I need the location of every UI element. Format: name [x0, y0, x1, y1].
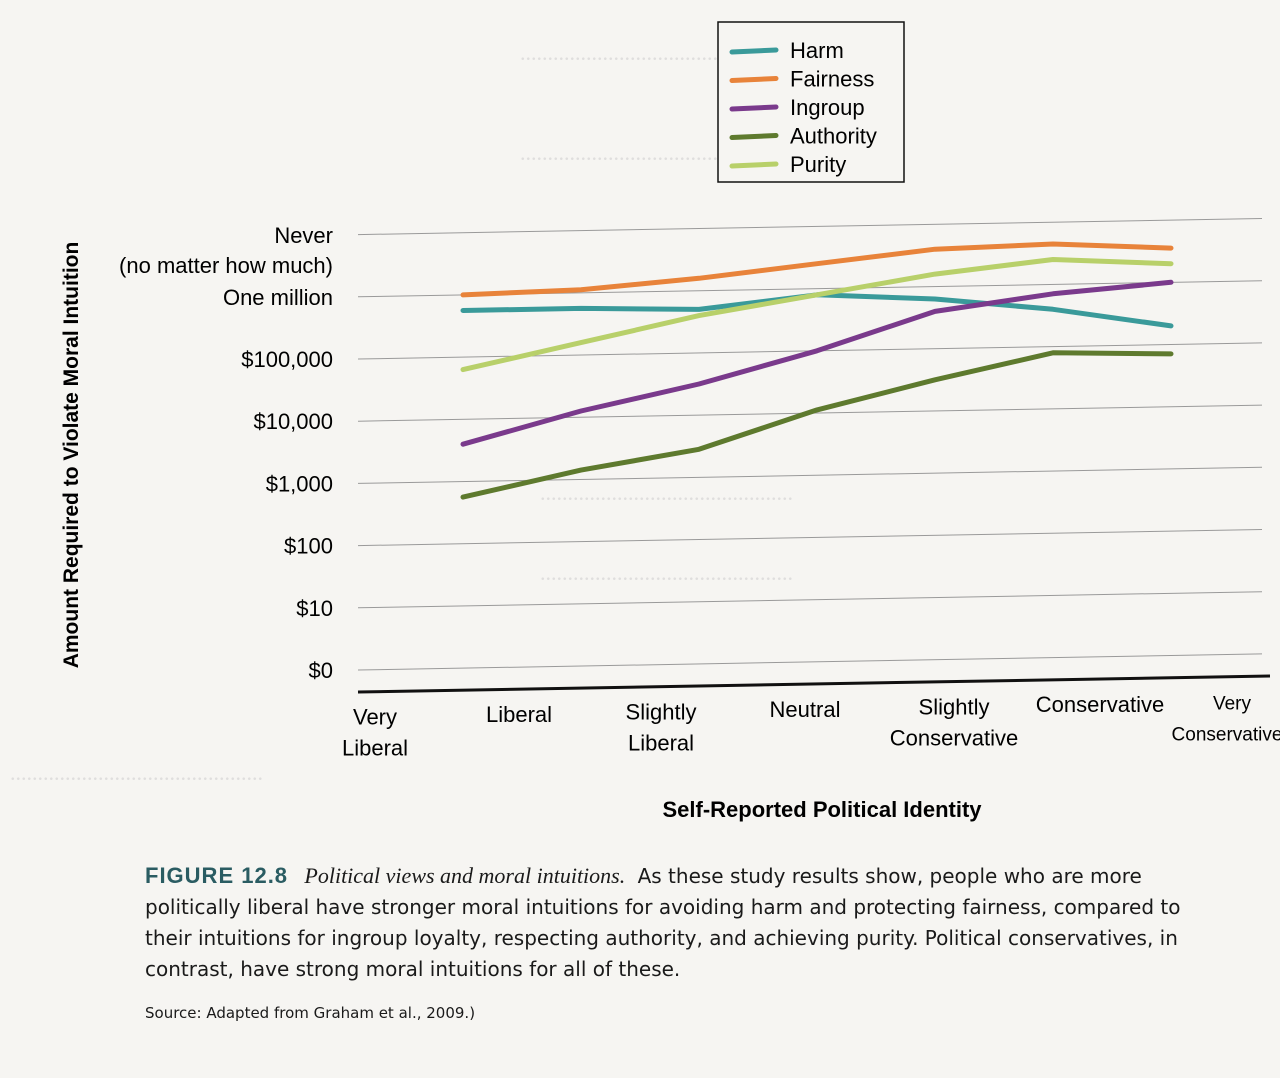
series-line-ingroup [460, 279, 1174, 447]
gridline [357, 653, 1263, 671]
y-axis-label: Amount Required to Violate Moral Intuiti… [60, 242, 83, 669]
legend-label-harm: Harm [790, 38, 844, 63]
x-tick-label: Slightly Liberal [626, 700, 697, 756]
series-line-fairness [460, 241, 1174, 298]
legend-label-ingroup: Ingroup [790, 95, 865, 120]
x-tick-label: Very Liberal [342, 705, 408, 761]
legend-swatch-ingroup [729, 104, 779, 112]
y-tick-label: $10 [296, 596, 333, 621]
legend-swatch-authority [729, 133, 779, 140]
figure-caption: FIGURE 12.8 Political views and moral in… [145, 860, 1220, 985]
x-tick-label: Liberal [486, 702, 552, 727]
figure-source: Source: Adapted from Graham et al., 2009… [145, 1004, 476, 1022]
x-tick-label: Neutral [770, 697, 841, 722]
legend: Harm Fairness Ingroup Authority Purity [717, 21, 905, 183]
x-axis-label: Self-Reported Political Identity [662, 797, 982, 822]
legend-swatch-fairness [729, 76, 779, 83]
gridline [357, 529, 1263, 547]
y-tick-label: $10,000 [253, 409, 333, 434]
y-tick-label: One million [223, 285, 333, 310]
x-axis-line [357, 674, 1271, 694]
x-tick-label: Slightly Conservative [890, 694, 1018, 750]
legend-label-authority: Authority [790, 124, 877, 149]
y-tick-label: $0 [309, 658, 333, 683]
gridline [357, 591, 1263, 609]
y-tick-label: $1,000 [266, 471, 333, 496]
y-tick-label: $100 [284, 534, 333, 559]
figure-label: FIGURE 12.8 [145, 863, 289, 888]
y-tick-label: Never (no matter how much) [119, 223, 333, 278]
series-line-purity [460, 257, 1174, 373]
legend-swatch-harm [729, 47, 779, 55]
legend-box [717, 21, 905, 183]
x-tick-labels: Very Liberal Liberal Slightly Liberal Neutral… [342, 692, 1280, 761]
legend-swatch-purity [729, 161, 779, 169]
x-tick-label: Conservative [1036, 692, 1164, 717]
y-tick-labels: $0 $10 $100 $1,000 $10,000 $100,000 One millio… [119, 223, 333, 683]
gridline [357, 218, 1263, 236]
legend-label-purity: Purity [790, 152, 846, 177]
legend-label-fairness: Fairness [790, 67, 874, 92]
gridline [357, 466, 1263, 484]
figure-caption-text: As these study results show, people who … [145, 864, 1181, 981]
series-lines [460, 241, 1174, 500]
moral-intuition-chart: $0 $10 $100 $1,000 $10,000 $100,000 One millio… [60, 21, 1280, 822]
series-line-harm [460, 292, 1174, 329]
y-tick-label: $100,000 [241, 347, 333, 372]
series-line-authority [460, 350, 1174, 500]
x-tick-label: Very Conservative [1172, 693, 1280, 745]
figure-title: Political views and moral intuitions. [304, 863, 626, 888]
